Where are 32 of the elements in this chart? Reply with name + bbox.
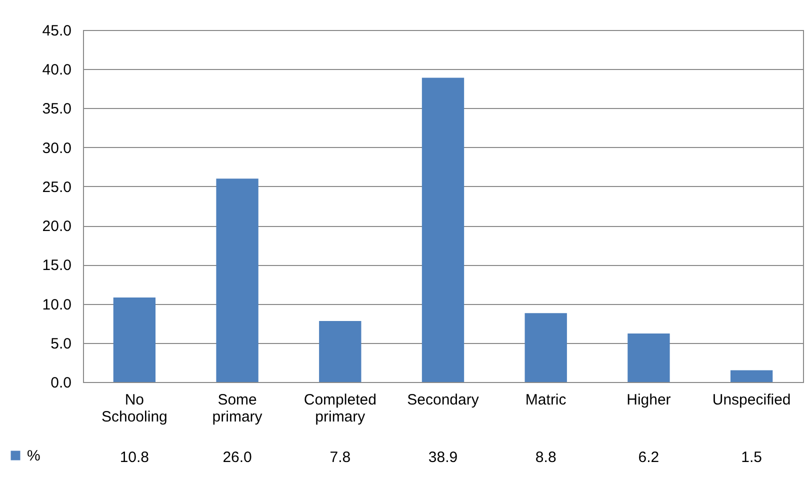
data-label: 8.8 [535,449,556,466]
data-label: 6.2 [638,449,660,466]
data-label: 26.0 [222,449,252,466]
y-tick-label: 25.0 [42,178,72,196]
x-tick-label: Higher [626,392,671,408]
data-label: 10.8 [120,449,150,466]
y-tick-label: 20.0 [42,218,72,236]
data-label: 7.8 [330,449,351,466]
legend-label: % [27,448,40,464]
bar [730,370,773,382]
y-tick-label: 10.0 [42,296,72,314]
y-tick-label: 15.0 [42,257,72,274]
data-label: 38.9 [428,449,458,466]
x-tick-label: No Schooling [101,392,168,426]
data-label: 1.5 [741,449,762,466]
x-tick-label: Secondary [407,392,480,408]
bar [216,178,258,382]
y-tick-label: 30.0 [42,140,72,157]
y-tick-label: 5.0 [50,335,72,352]
y-tick-label: 45.0 [42,22,72,40]
y-tick-label: 35.0 [42,100,72,118]
bar [113,298,156,382]
x-tick-label: Some primary [212,392,263,426]
bar [422,78,464,382]
x-tick-label: Matric [525,392,567,408]
y-tick-label: 40.0 [42,62,72,79]
bar [319,320,362,382]
y-tick-label: 0.0 [50,374,72,392]
bar [628,334,670,382]
x-tick-label: Unspecified [712,392,791,408]
bar [524,313,567,382]
x-tick-label: Completed primary [304,392,376,426]
